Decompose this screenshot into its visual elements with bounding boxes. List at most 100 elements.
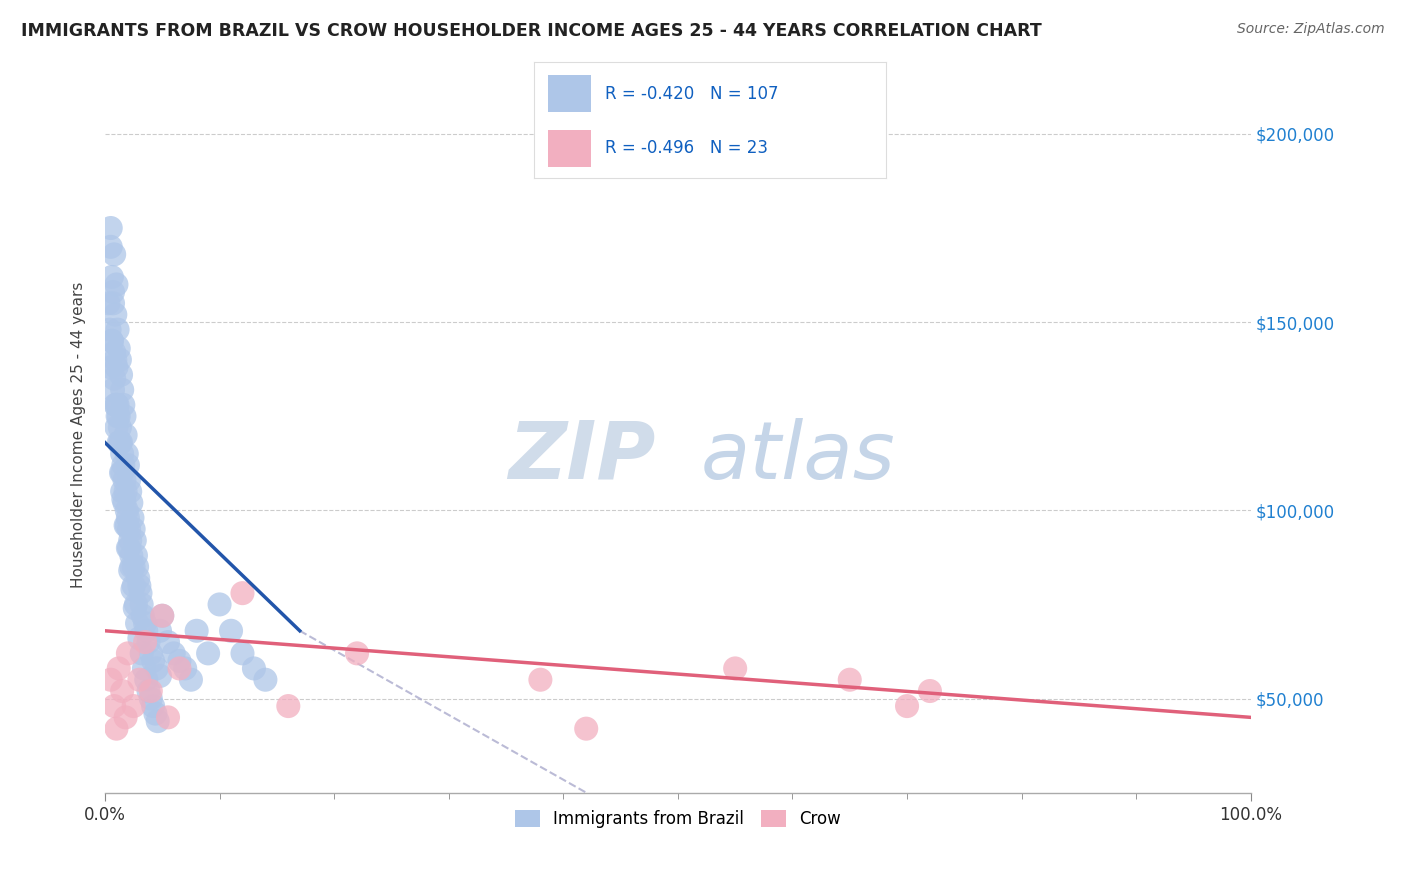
Point <box>125 549 148 563</box>
Point <box>145 661 167 675</box>
Point <box>138 635 160 649</box>
Text: ZIP: ZIP <box>508 417 655 495</box>
Point <box>100 360 122 375</box>
Point <box>105 398 128 412</box>
Point <box>111 466 134 480</box>
Point <box>346 646 368 660</box>
Point <box>163 646 186 660</box>
Point <box>108 352 131 367</box>
Point <box>120 549 142 563</box>
Point <box>122 522 145 536</box>
Point <box>111 684 134 698</box>
Point <box>122 699 145 714</box>
Point <box>150 608 173 623</box>
Point <box>124 533 146 548</box>
Point <box>114 484 136 499</box>
Point <box>122 559 145 574</box>
Point <box>231 586 253 600</box>
Point <box>128 673 150 687</box>
Point <box>107 661 129 675</box>
Point <box>231 646 253 660</box>
FancyBboxPatch shape <box>548 75 591 112</box>
Point <box>134 616 156 631</box>
Point <box>129 586 152 600</box>
Point <box>112 491 135 506</box>
Point <box>104 308 127 322</box>
Point <box>169 661 191 675</box>
Point <box>105 722 128 736</box>
Point <box>277 699 299 714</box>
Point <box>121 511 143 525</box>
Point <box>105 360 128 375</box>
Point <box>145 706 167 721</box>
Point <box>118 522 141 536</box>
Point <box>112 398 135 412</box>
Point <box>114 428 136 442</box>
Point <box>139 691 162 706</box>
Point <box>101 285 124 299</box>
Point <box>112 458 135 472</box>
Point <box>118 473 141 487</box>
Point <box>103 247 125 261</box>
Point <box>97 296 120 310</box>
Point <box>100 240 122 254</box>
Point <box>146 714 169 728</box>
Point <box>896 699 918 714</box>
Y-axis label: Householder Income Ages 25 - 44 years: Householder Income Ages 25 - 44 years <box>72 282 86 588</box>
Point <box>114 710 136 724</box>
Point <box>105 420 128 434</box>
Point <box>139 684 162 698</box>
Point <box>243 661 266 675</box>
Text: Source: ZipAtlas.com: Source: ZipAtlas.com <box>1237 22 1385 37</box>
Point <box>107 398 129 412</box>
Point <box>101 334 124 348</box>
Point <box>114 409 136 424</box>
Point <box>918 684 941 698</box>
Point <box>118 541 141 555</box>
Point <box>107 409 129 424</box>
Point <box>115 503 138 517</box>
Point <box>128 632 150 646</box>
Point <box>128 579 150 593</box>
Point <box>117 646 139 660</box>
Point <box>100 673 122 687</box>
Point <box>103 345 125 359</box>
Point <box>108 435 131 450</box>
Point <box>156 635 179 649</box>
Point <box>101 383 124 397</box>
Point <box>120 533 142 548</box>
Point <box>149 624 172 638</box>
Point <box>138 684 160 698</box>
Point <box>120 559 142 574</box>
Point <box>127 571 149 585</box>
Point <box>150 608 173 623</box>
Point <box>180 673 202 687</box>
Point <box>115 518 138 533</box>
Point <box>107 323 129 337</box>
Point <box>117 541 139 555</box>
Point <box>724 661 747 675</box>
Point <box>110 368 132 382</box>
Point <box>114 518 136 533</box>
Point <box>107 409 129 424</box>
Point <box>122 579 145 593</box>
Point <box>529 673 551 687</box>
Point <box>135 624 157 638</box>
Point <box>121 582 143 597</box>
Point <box>125 616 148 631</box>
Point <box>108 420 131 434</box>
Point <box>103 371 125 385</box>
Point <box>114 496 136 510</box>
Point <box>111 447 134 461</box>
Point <box>110 435 132 450</box>
Point <box>125 559 148 574</box>
Point <box>103 699 125 714</box>
Point <box>120 496 142 510</box>
Point <box>110 466 132 480</box>
Point <box>131 598 153 612</box>
Point <box>124 601 146 615</box>
Point <box>114 473 136 487</box>
Point <box>142 654 165 668</box>
Point <box>254 673 277 687</box>
Point <box>169 654 191 668</box>
